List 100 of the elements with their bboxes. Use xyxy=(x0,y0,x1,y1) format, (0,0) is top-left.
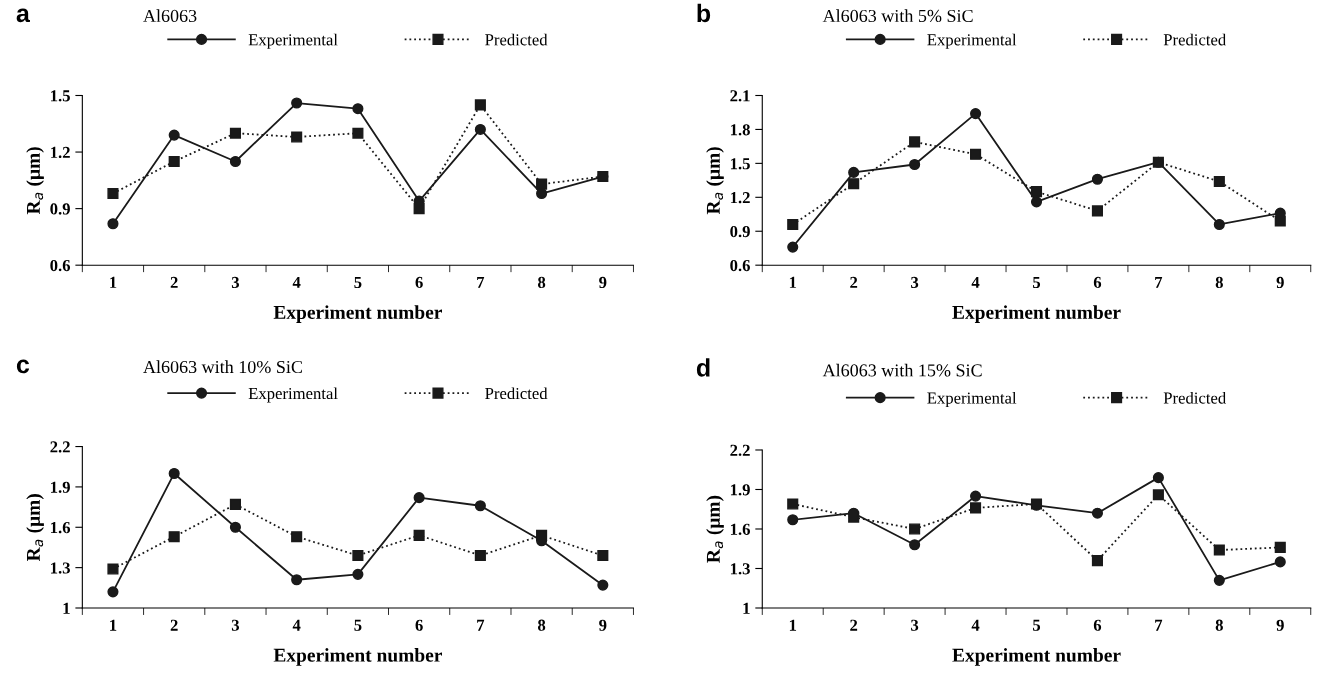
x-tick-label: 2 xyxy=(850,619,858,631)
text: c xyxy=(16,359,30,374)
y-tick-label: 2.1 xyxy=(730,90,750,102)
point xyxy=(1030,196,1043,208)
y-tick-label: 1.9 xyxy=(730,484,750,496)
legend-label: Predicted xyxy=(485,33,548,46)
y-axis-title: R$_{a}$ (μm) xyxy=(26,494,44,562)
chart-title: Al6063 xyxy=(143,9,197,23)
x-tick-label: 9 xyxy=(599,619,607,631)
x-tick-label: 7 xyxy=(477,276,485,288)
point xyxy=(1091,555,1104,567)
x-tick-label: 8 xyxy=(1215,619,1223,631)
point xyxy=(1274,541,1286,553)
point xyxy=(107,563,119,575)
point xyxy=(413,492,425,504)
point xyxy=(909,523,921,535)
y-tick-label: 1.3 xyxy=(51,562,70,574)
x-axis-title: Experiment number xyxy=(952,648,1121,666)
legend-label: Predicted xyxy=(1163,391,1226,404)
text: d xyxy=(696,358,710,377)
y-tick-label: 0.9 xyxy=(50,203,70,215)
x-tick-label: 7 xyxy=(477,619,485,631)
y-tick-label: 1.6 xyxy=(51,522,71,534)
y-tick-label: 0.6 xyxy=(50,259,71,272)
point xyxy=(597,579,609,591)
x-tick-label: 3 xyxy=(911,619,919,631)
point xyxy=(1152,472,1164,484)
x-axis-title: Experiment number xyxy=(952,305,1121,323)
x-tick-label: 5 xyxy=(354,276,362,289)
y-tick-label: 0.9 xyxy=(730,225,750,238)
point xyxy=(291,131,303,143)
point xyxy=(413,203,425,215)
point xyxy=(597,549,609,562)
point xyxy=(1030,186,1043,198)
point xyxy=(107,187,119,200)
point xyxy=(787,498,799,510)
point xyxy=(474,123,486,135)
point xyxy=(107,586,119,598)
point xyxy=(352,103,364,115)
x-tick-label: 5 xyxy=(1033,619,1041,631)
point xyxy=(970,490,982,502)
chart-title: Al6063 with 5% SiC xyxy=(822,9,973,23)
point xyxy=(291,531,303,543)
y-tick-label: 1.9 xyxy=(51,481,70,493)
x-tick-label: 9 xyxy=(1276,276,1284,289)
point xyxy=(107,218,119,230)
y-tick-label: 1.5 xyxy=(51,90,70,102)
point xyxy=(168,129,180,141)
y-tick-label: 1.8 xyxy=(730,124,750,136)
y-tick-label: 1.3 xyxy=(730,563,750,575)
point xyxy=(352,127,364,139)
point xyxy=(229,498,241,510)
y-tick-label: 1.5 xyxy=(730,158,750,170)
y-axis-title: R$_{a}$ (μm) xyxy=(706,147,724,215)
legend-label: Predicted xyxy=(485,387,548,400)
text: a xyxy=(16,8,30,23)
point xyxy=(848,178,860,190)
point xyxy=(352,568,364,580)
point xyxy=(1152,489,1164,501)
point xyxy=(787,514,799,526)
x-tick-label: 8 xyxy=(537,276,546,289)
x-tick-label: 7 xyxy=(1155,276,1163,288)
x-tick-label: 3 xyxy=(231,276,240,289)
legend-label: Predicted xyxy=(1163,33,1226,46)
y-tick-label: 1 xyxy=(63,602,70,614)
x-tick-label: 8 xyxy=(537,619,546,631)
y-axis-title: R$_{a}$ (μm) xyxy=(26,147,44,215)
y-tick-label: 1.2 xyxy=(51,146,70,159)
x-tick-label: 8 xyxy=(1215,276,1223,289)
y-axis-title: R$_{a}$ (μm) xyxy=(706,495,724,563)
point xyxy=(474,99,486,111)
point xyxy=(909,158,921,171)
point xyxy=(168,155,180,168)
point xyxy=(848,166,860,178)
point xyxy=(909,539,921,551)
point xyxy=(787,218,799,231)
x-tick-label: 1 xyxy=(110,619,117,631)
point xyxy=(970,148,982,160)
point xyxy=(536,178,548,190)
x-tick-label: 5 xyxy=(1033,276,1041,289)
x-tick-label: 1 xyxy=(789,619,797,631)
point xyxy=(168,531,180,543)
point xyxy=(1091,205,1104,217)
point xyxy=(1274,556,1286,568)
x-tick-label: 6 xyxy=(415,276,423,289)
x-tick-label: 5 xyxy=(354,619,362,631)
y-tick-label: 1.6 xyxy=(730,523,750,536)
y-tick-label: 2.2 xyxy=(730,444,750,456)
point xyxy=(229,521,241,533)
point xyxy=(1213,574,1225,586)
point xyxy=(1213,544,1225,556)
x-tick-label: 3 xyxy=(231,619,240,631)
point xyxy=(168,467,180,480)
chart-title: Al6063 with 15% SiC xyxy=(822,363,982,377)
point xyxy=(1274,215,1286,227)
x-tick-label: 4 xyxy=(971,619,980,631)
x-tick-label: 4 xyxy=(971,276,980,288)
legend-label: Experimental xyxy=(248,33,338,49)
point xyxy=(474,500,486,512)
point xyxy=(536,529,548,541)
